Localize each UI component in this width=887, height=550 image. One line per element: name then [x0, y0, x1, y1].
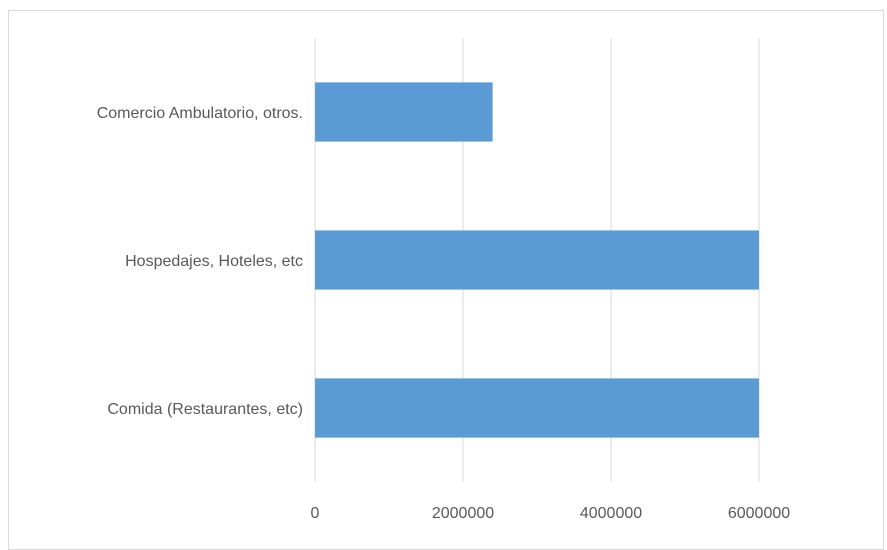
category-label: Hospedajes, Hoteles, etc	[125, 253, 303, 270]
x-tick-labels: 0 2000000 4000000 6000000	[311, 505, 791, 522]
x-tick-label: 0	[311, 505, 320, 522]
bar	[315, 230, 759, 290]
x-tick-label: 6000000	[728, 505, 790, 522]
category-labels: Comercio Ambulatorio, otros. Hospedajes, …	[97, 105, 303, 418]
bar-chart: Comercio Ambulatorio, otros. Hospedajes, …	[97, 38, 791, 522]
x-tick-label: 2000000	[432, 505, 494, 522]
bars	[315, 82, 759, 438]
x-tick-label: 4000000	[580, 505, 642, 522]
category-label: Comercio Ambulatorio, otros.	[97, 105, 303, 122]
category-label: Comida (Restaurantes, etc)	[107, 401, 303, 418]
bar	[315, 82, 493, 142]
bar	[315, 378, 759, 438]
